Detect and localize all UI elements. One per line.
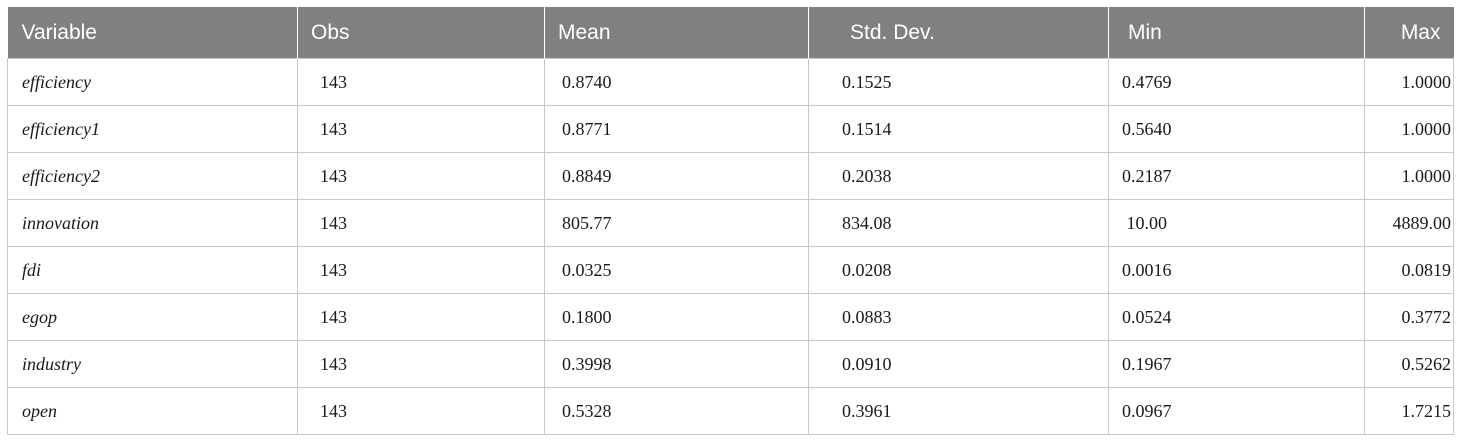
cell-variable: innovation	[7, 199, 298, 247]
table-row: efficiency 143 0.8740 0.1525 0.4769 1.00…	[7, 58, 1454, 106]
cell-std-dev: 0.1514	[808, 105, 1109, 153]
header-row: Variable Obs Mean Std. Dev. Min Max	[7, 7, 1454, 59]
cell-max: 0.0819	[1364, 246, 1454, 294]
cell-std-dev: 0.0883	[808, 293, 1109, 341]
cell-max: 1.0000	[1364, 105, 1454, 153]
table-row: fdi 143 0.0325 0.0208 0.0016 0.0819	[7, 246, 1454, 294]
table-row: efficiency2 143 0.8849 0.2038 0.2187 1.0…	[7, 152, 1454, 200]
table-row: innovation 143 805.77 834.08 10.00 4889.…	[7, 199, 1454, 247]
cell-variable: open	[7, 387, 298, 435]
cell-obs: 143	[297, 105, 545, 153]
table-row: egop 143 0.1800 0.0883 0.0524 0.3772	[7, 293, 1454, 341]
table-row: open 143 0.5328 0.3961 0.0967 1.7215	[7, 387, 1454, 435]
header-min: Min	[1108, 7, 1365, 59]
cell-max: 0.5262	[1364, 340, 1454, 388]
table-body: efficiency 143 0.8740 0.1525 0.4769 1.00…	[7, 58, 1454, 435]
header-mean: Mean	[544, 7, 809, 59]
header-std-dev: Std. Dev.	[808, 7, 1109, 59]
cell-std-dev: 0.2038	[808, 152, 1109, 200]
cell-mean: 805.77	[544, 199, 809, 247]
cell-obs: 143	[297, 152, 545, 200]
cell-mean: 0.1800	[544, 293, 809, 341]
cell-max: 1.0000	[1364, 152, 1454, 200]
cell-variable: efficiency2	[7, 152, 298, 200]
header-variable: Variable	[7, 7, 298, 59]
cell-mean: 0.8849	[544, 152, 809, 200]
table-row: industry 143 0.3998 0.0910 0.1967 0.5262	[7, 340, 1454, 388]
cell-mean: 0.3998	[544, 340, 809, 388]
cell-mean: 0.0325	[544, 246, 809, 294]
cell-variable: efficiency	[7, 58, 298, 106]
cell-std-dev: 0.0910	[808, 340, 1109, 388]
cell-obs: 143	[297, 293, 545, 341]
cell-obs: 143	[297, 246, 545, 294]
cell-max: 1.7215	[1364, 387, 1454, 435]
header-max: Max	[1364, 7, 1454, 59]
cell-mean: 0.8740	[544, 58, 809, 106]
cell-mean: 0.8771	[544, 105, 809, 153]
cell-std-dev: 0.1525	[808, 58, 1109, 106]
cell-min: 0.0016	[1108, 246, 1365, 294]
table-header: Variable Obs Mean Std. Dev. Min Max	[7, 7, 1454, 59]
cell-obs: 143	[297, 58, 545, 106]
cell-std-dev: 834.08	[808, 199, 1109, 247]
cell-max: 0.3772	[1364, 293, 1454, 341]
cell-min: 0.5640	[1108, 105, 1365, 153]
table-row: efficiency1 143 0.8771 0.1514 0.5640 1.0…	[7, 105, 1454, 153]
cell-variable: efficiency1	[7, 105, 298, 153]
cell-max: 1.0000	[1364, 58, 1454, 106]
cell-obs: 143	[297, 387, 545, 435]
summary-statistics-table: Variable Obs Mean Std. Dev. Min Max effi…	[7, 7, 1454, 435]
cell-std-dev: 0.3961	[808, 387, 1109, 435]
cell-variable: egop	[7, 293, 298, 341]
cell-variable: industry	[7, 340, 298, 388]
cell-min: 10.00	[1108, 199, 1365, 247]
cell-variable: fdi	[7, 246, 298, 294]
cell-max: 4889.00	[1364, 199, 1454, 247]
cell-mean: 0.5328	[544, 387, 809, 435]
cell-min: 0.1967	[1108, 340, 1365, 388]
cell-obs: 143	[297, 340, 545, 388]
cell-min: 0.2187	[1108, 152, 1365, 200]
cell-min: 0.4769	[1108, 58, 1365, 106]
cell-min: 0.0967	[1108, 387, 1365, 435]
cell-min: 0.0524	[1108, 293, 1365, 341]
cell-std-dev: 0.0208	[808, 246, 1109, 294]
cell-obs: 143	[297, 199, 545, 247]
header-obs: Obs	[297, 7, 545, 59]
